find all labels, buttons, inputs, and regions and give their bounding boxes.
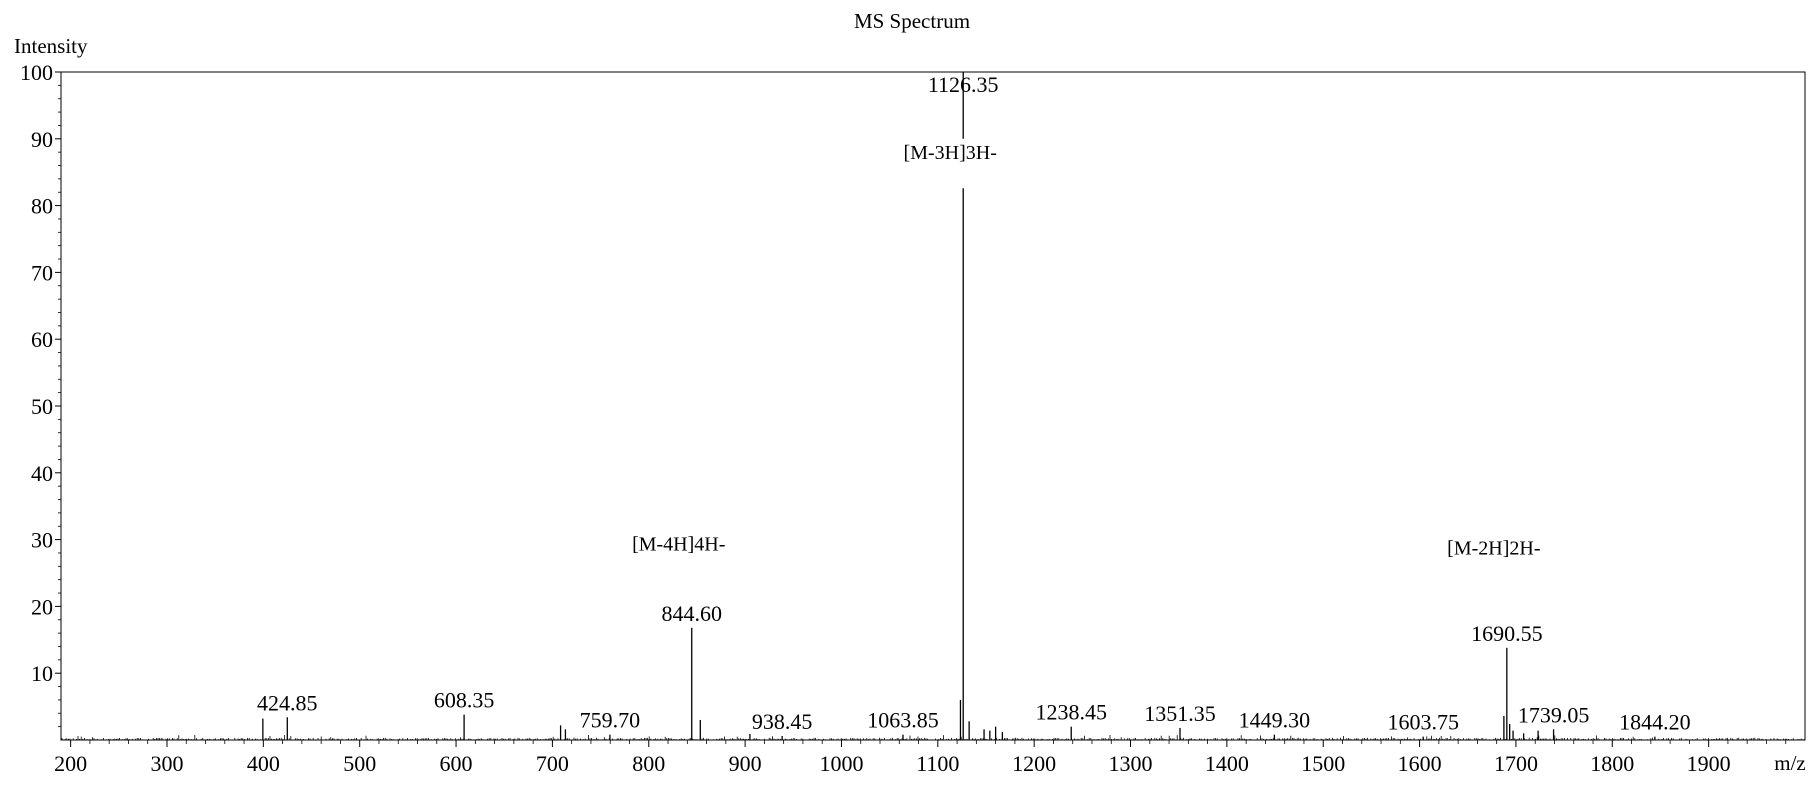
ion-annotation: [M-2H]2H- <box>1447 537 1540 559</box>
y-tick-label: 50 <box>31 394 53 419</box>
peak-label: 1603.75 <box>1387 710 1459 735</box>
peak-labels-layer: 424.85 608.35 759.70 844.60 938.45 1063.85 112… <box>257 72 1691 735</box>
y-tick-label: 90 <box>31 127 53 152</box>
x-tick-label: 400 <box>247 751 280 776</box>
peak-label: 1844.20 <box>1619 710 1691 735</box>
ion-annotation: [M-4H]4H- <box>632 533 725 555</box>
y-tick-label: 30 <box>31 528 53 553</box>
x-tick-label: 1600 <box>1398 751 1442 776</box>
x-tick-label: 1500 <box>1301 751 1345 776</box>
y-axis-title: Intensity <box>14 34 88 58</box>
x-tick-label: 900 <box>729 751 762 776</box>
x-tick-label: 200 <box>54 751 87 776</box>
peak-label: 1238.45 <box>1035 700 1107 725</box>
noise-trace <box>61 735 1805 740</box>
x-tick-label: 500 <box>343 751 376 776</box>
peak-label: 1063.85 <box>867 708 939 733</box>
x-tick-label: 1400 <box>1205 751 1249 776</box>
peak-label: 1739.05 <box>1518 702 1590 727</box>
peak-label: 844.60 <box>661 601 722 626</box>
plot-frame <box>60 71 1806 741</box>
y-tick-label: 40 <box>31 461 53 486</box>
x-tick-label: 700 <box>536 751 569 776</box>
x-tick-label: 1900 <box>1687 751 1731 776</box>
y-tick-label: 80 <box>31 194 53 219</box>
peak-label: 759.70 <box>580 708 641 733</box>
peak-label: 608.35 <box>434 688 495 713</box>
peak-label: 1126.35 <box>928 72 999 97</box>
x-tick-label: 600 <box>440 751 473 776</box>
y-tick-label: 10 <box>31 661 53 686</box>
chart-title: MS Spectrum <box>854 9 970 33</box>
axes-layer: 200 300 400 500 600 700 800 900 1000 1100 1200 1300… <box>20 60 1787 776</box>
peak-label: 938.45 <box>752 709 813 734</box>
ion-annotation: [M-3H]3H- <box>904 142 997 164</box>
x-tick-label: 1100 <box>916 751 959 776</box>
y-tick-label: 60 <box>31 327 53 352</box>
x-tick-label: 800 <box>632 751 665 776</box>
peak-label: 1351.35 <box>1144 701 1216 726</box>
peak-label: 424.85 <box>257 690 318 715</box>
peaks-layer <box>262 72 1656 740</box>
x-tick-label: 1200 <box>1012 751 1056 776</box>
y-tick-label: 20 <box>31 594 53 619</box>
x-tick-label: 300 <box>150 751 183 776</box>
x-tick-label: 1700 <box>1494 751 1538 776</box>
peak-label: 1690.55 <box>1471 621 1543 646</box>
x-tick-label: 1800 <box>1590 751 1634 776</box>
x-tick-label: 1300 <box>1109 751 1153 776</box>
label-gap <box>961 138 966 189</box>
peak-label: 1449.30 <box>1239 708 1311 733</box>
y-tick-label: 70 <box>31 260 53 285</box>
baseline-noise <box>61 735 1805 740</box>
y-tick-label: 100 <box>20 60 53 85</box>
x-tick-label: 1000 <box>819 751 863 776</box>
x-axis-title: m/z <box>1774 751 1806 775</box>
